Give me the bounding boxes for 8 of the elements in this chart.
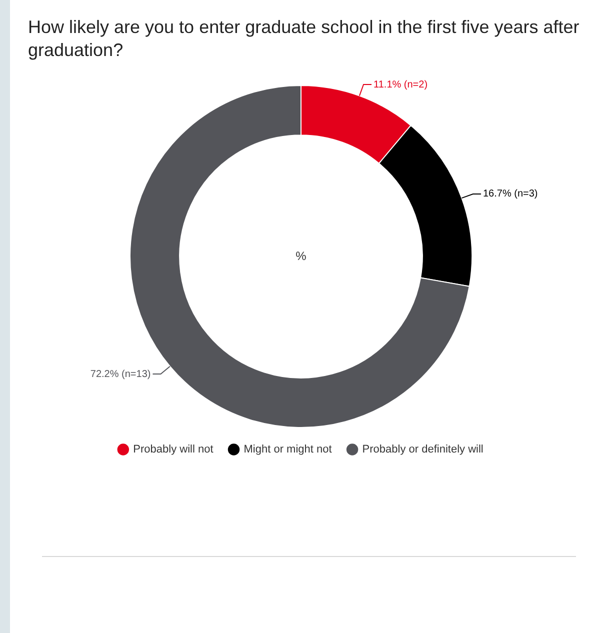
chart-title: How likely are you to enter graduate school in the first five years after graduation? (28, 16, 580, 62)
legend-label: Probably will not (133, 444, 214, 456)
data-label: 11.1% (n=2) (374, 79, 428, 90)
legend-label: Might or might not (244, 444, 332, 456)
data-label: 16.7% (n=3) (482, 188, 538, 200)
text: % (296, 248, 307, 263)
legend-label: Probably or definitely will (362, 444, 484, 456)
data-label: 72.2% (n=13) (90, 368, 151, 380)
